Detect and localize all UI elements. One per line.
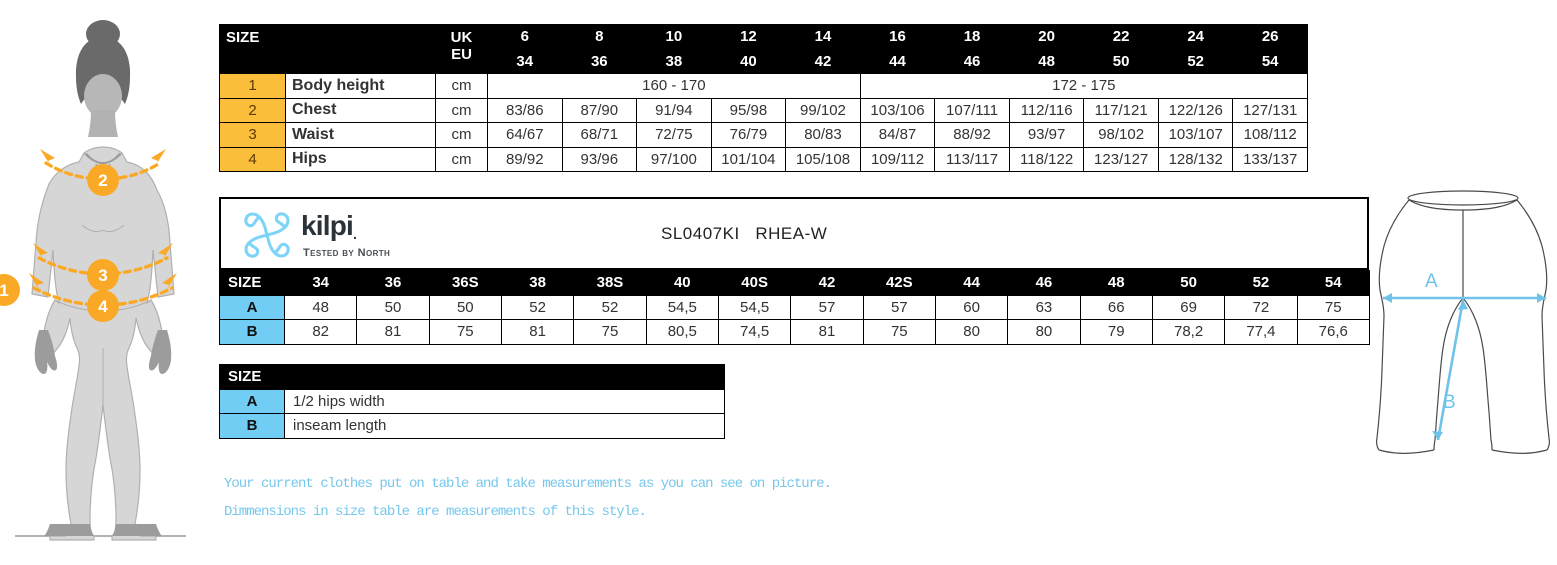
svg-text:4: 4 (98, 297, 108, 316)
svg-text:3: 3 (98, 266, 107, 285)
svg-text:1: 1 (0, 281, 9, 300)
svg-text:B: B (1443, 392, 1456, 413)
svg-text:A: A (1425, 271, 1438, 292)
svg-text:2: 2 (98, 171, 107, 190)
